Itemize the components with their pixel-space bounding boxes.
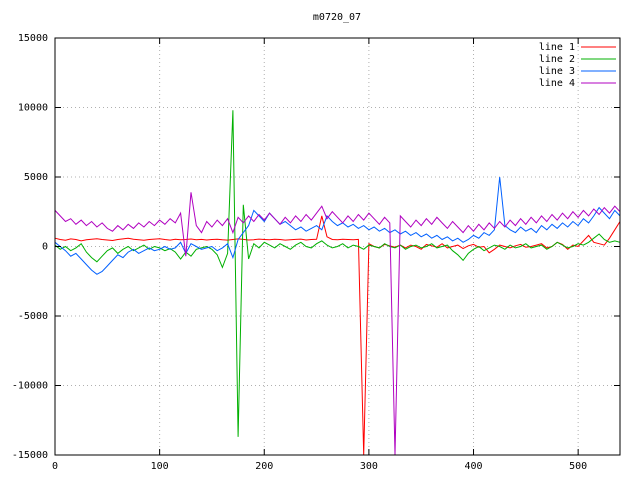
x-tick-label: 100 — [151, 461, 169, 472]
x-tick-label: 500 — [569, 461, 587, 472]
x-tick-label: 200 — [255, 461, 273, 472]
y-tick-label: 5000 — [24, 172, 48, 183]
x-tick-label: 300 — [360, 461, 378, 472]
tick-labels: 0 100 200 300 400 500 -15000 -10000 -5000 0 5000 10… — [12, 33, 587, 472]
y-tick-label: -15000 — [12, 450, 48, 461]
series-line-2 — [54, 110, 621, 437]
x-tick-label: 400 — [464, 461, 482, 472]
legend-label-3: line 3 — [539, 66, 575, 77]
series-lines — [54, 110, 621, 456]
y-tick-label: 10000 — [18, 103, 48, 114]
plot-border — [54, 37, 621, 456]
tick-marks — [54, 37, 620, 456]
legend-label-1: line 1 — [539, 42, 575, 53]
y-tick-label: -5000 — [18, 311, 48, 322]
y-tick-label: 0 — [42, 242, 48, 253]
series-line-4 — [54, 192, 621, 456]
series-line-1 — [54, 215, 621, 456]
chart-title: m0720_07 — [313, 12, 361, 23]
legend-label-2: line 2 — [539, 54, 575, 65]
legend-label-4: line 4 — [539, 78, 575, 89]
x-tick-label: 0 — [52, 461, 58, 472]
y-tick-label: -10000 — [12, 381, 48, 392]
series-line-3 — [54, 176, 621, 275]
y-tick-label: 15000 — [18, 33, 48, 44]
